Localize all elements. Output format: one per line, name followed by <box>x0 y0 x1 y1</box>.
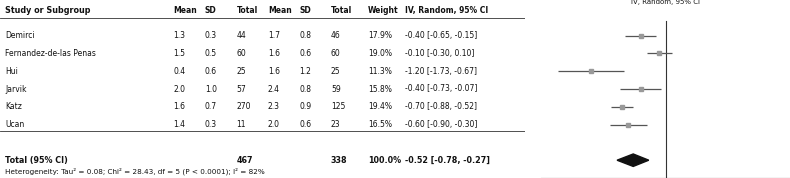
Text: 467: 467 <box>236 156 253 165</box>
Text: 1.0: 1.0 <box>205 85 217 93</box>
Text: Total (95% CI): Total (95% CI) <box>6 156 68 165</box>
Text: IV, Random, 95% CI: IV, Random, 95% CI <box>631 0 700 5</box>
Text: Jarvik: Jarvik <box>6 85 27 93</box>
Text: 23: 23 <box>331 120 340 129</box>
Text: Demirci: Demirci <box>6 31 35 40</box>
Text: 25: 25 <box>236 67 246 76</box>
Text: IV, Random, 95% CI: IV, Random, 95% CI <box>404 6 487 15</box>
Text: Mean: Mean <box>268 6 292 15</box>
Text: 25: 25 <box>331 67 340 76</box>
Text: Fernandez-de-las Penas: Fernandez-de-las Penas <box>6 49 96 58</box>
Text: -1.20 [-1.73, -0.67]: -1.20 [-1.73, -0.67] <box>404 67 476 76</box>
Text: 1.5: 1.5 <box>173 49 186 58</box>
Text: -0.60 [-0.90, -0.30]: -0.60 [-0.90, -0.30] <box>404 120 477 129</box>
Text: 2.4: 2.4 <box>268 85 280 93</box>
Text: 15.8%: 15.8% <box>368 85 392 93</box>
Text: 0.6: 0.6 <box>205 67 217 76</box>
Text: Hui: Hui <box>6 67 18 76</box>
Text: 0.7: 0.7 <box>205 102 217 111</box>
Text: 0.3: 0.3 <box>205 31 217 40</box>
Text: Total: Total <box>331 6 352 15</box>
Text: 0.8: 0.8 <box>299 85 311 93</box>
Text: 1.2: 1.2 <box>299 67 311 76</box>
Text: 16.5%: 16.5% <box>368 120 392 129</box>
Text: 2.0: 2.0 <box>173 85 186 93</box>
Text: Katz: Katz <box>6 102 22 111</box>
Text: 0.4: 0.4 <box>173 67 186 76</box>
Text: 1.6: 1.6 <box>268 67 280 76</box>
Text: 125: 125 <box>331 102 345 111</box>
Text: 2.0: 2.0 <box>268 120 280 129</box>
Text: -0.70 [-0.88, -0.52]: -0.70 [-0.88, -0.52] <box>404 102 476 111</box>
Text: 338: 338 <box>331 156 348 165</box>
Text: 0.6: 0.6 <box>299 49 311 58</box>
Text: Mean: Mean <box>173 6 198 15</box>
Text: 17.9%: 17.9% <box>368 31 392 40</box>
Text: SD: SD <box>299 6 311 15</box>
Text: -0.52 [-0.78, -0.27]: -0.52 [-0.78, -0.27] <box>404 156 490 165</box>
Text: SD: SD <box>205 6 216 15</box>
Text: 11.3%: 11.3% <box>368 67 392 76</box>
Text: 0.8: 0.8 <box>299 31 311 40</box>
Text: 1.3: 1.3 <box>173 31 186 40</box>
Text: 2.3: 2.3 <box>268 102 280 111</box>
Text: 0.6: 0.6 <box>299 120 311 129</box>
Polygon shape <box>617 154 649 166</box>
Text: 11: 11 <box>236 120 246 129</box>
Text: 60: 60 <box>331 49 340 58</box>
Text: Total: Total <box>236 6 258 15</box>
Text: -0.40 [-0.73, -0.07]: -0.40 [-0.73, -0.07] <box>404 85 477 93</box>
Text: 59: 59 <box>331 85 340 93</box>
Text: -0.40 [-0.65, -0.15]: -0.40 [-0.65, -0.15] <box>404 31 477 40</box>
Text: 270: 270 <box>236 102 251 111</box>
Text: Study or Subgroup: Study or Subgroup <box>6 6 91 15</box>
Text: 1.6: 1.6 <box>268 49 280 58</box>
Text: 0.9: 0.9 <box>299 102 311 111</box>
Text: 1.6: 1.6 <box>173 102 186 111</box>
Text: 19.0%: 19.0% <box>368 49 392 58</box>
Text: -0.10 [-0.30, 0.10]: -0.10 [-0.30, 0.10] <box>404 49 474 58</box>
Text: Weight: Weight <box>368 6 398 15</box>
Text: 1.4: 1.4 <box>173 120 186 129</box>
Text: Ucan: Ucan <box>6 120 24 129</box>
Text: 19.4%: 19.4% <box>368 102 392 111</box>
Text: 100.0%: 100.0% <box>368 156 401 165</box>
Text: 1.7: 1.7 <box>268 31 280 40</box>
Text: Heterogeneity: Tau² = 0.08; Chi² = 28.43, df = 5 (P < 0.0001); I² = 82%: Heterogeneity: Tau² = 0.08; Chi² = 28.43… <box>6 167 265 175</box>
Text: 46: 46 <box>331 31 340 40</box>
Text: 0.5: 0.5 <box>205 49 217 58</box>
Text: 57: 57 <box>236 85 246 93</box>
Text: 60: 60 <box>236 49 246 58</box>
Text: 44: 44 <box>236 31 246 40</box>
Text: 0.3: 0.3 <box>205 120 217 129</box>
